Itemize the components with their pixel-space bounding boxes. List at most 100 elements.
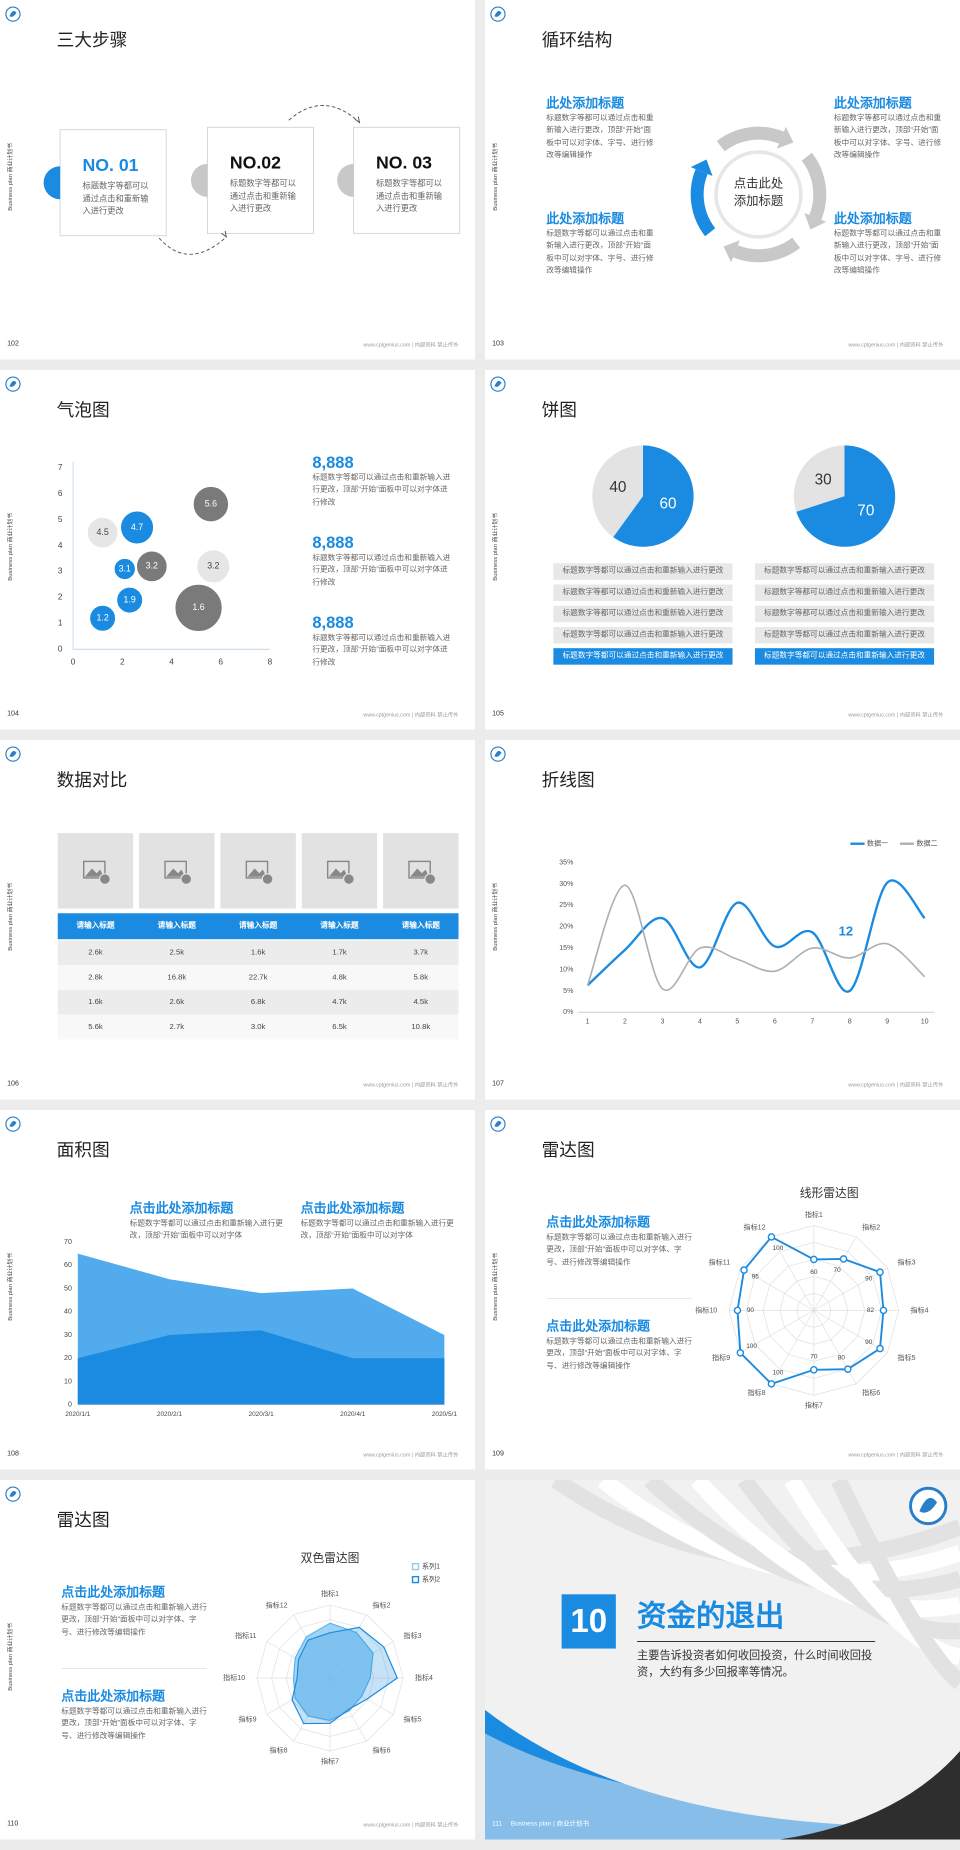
logo-mark: [9, 750, 17, 757]
table-cell: 3.0k: [250, 1022, 266, 1032]
radar-axis-label: 指标3: [404, 1631, 422, 1640]
radar-spoke: [771, 1310, 815, 1385]
data-label: 3.2: [207, 561, 219, 571]
text-row: 标题数字等都可以通过点击和重新输入进行更改: [553, 626, 733, 644]
y-tick-label: 5%: [563, 988, 574, 995]
y-tick-label: 0%: [563, 1009, 574, 1016]
data-label: 1.2: [96, 613, 108, 623]
radar-axis-label: 指标9: [712, 1353, 730, 1362]
logo-mark: [9, 1120, 17, 1127]
data-label: 4.5: [96, 527, 108, 537]
pie-slice: [793, 445, 845, 512]
x-tick-label: 6: [218, 657, 223, 666]
radar-point: [736, 1349, 745, 1357]
header-cell: 请输入标题: [238, 921, 278, 930]
footer-text: www.cptgenius.com | 内部资料 禁止传外: [848, 1451, 944, 1458]
text-row: 标题数字等都可以通过点击和重新输入进行更改: [754, 626, 935, 644]
bubble: [192, 485, 230, 523]
image-placeholder: [301, 833, 378, 909]
step-label: NO. 03: [376, 153, 433, 174]
section-title: 资金的退出: [637, 1600, 785, 1634]
footer-text: www.cptgenius.com | 内部资料 禁止传外: [363, 1821, 459, 1828]
table-cell: 4.7k: [332, 998, 347, 1007]
text-row: 标题数字等都可以通过点击和重新输入进行更改: [754, 648, 935, 665]
image-icon: [99, 873, 111, 885]
step-box: [59, 129, 167, 237]
data-label: 30: [815, 472, 832, 489]
radar-spoke: [813, 1236, 857, 1311]
image-icon: [410, 868, 430, 877]
cycle-arc: [716, 126, 784, 152]
logo-mark: [494, 1120, 502, 1127]
x-tick-label: 4: [169, 657, 174, 666]
radar-point: [767, 1380, 776, 1388]
radar-axis-label: 指标7: [805, 1401, 823, 1410]
data-label: 100: [773, 1245, 784, 1252]
x-tick-label: 2020/5/1: [432, 1411, 458, 1418]
data-label: 100: [746, 1343, 757, 1350]
logo-mark: [9, 10, 17, 17]
radar-point: [876, 1268, 884, 1276]
y-tick-label: 10: [64, 1378, 72, 1385]
bubble: [174, 583, 223, 632]
x-tick-label: 7: [810, 1019, 814, 1026]
logo-mark: [494, 380, 502, 387]
bubble: [89, 604, 117, 632]
slide-title: 数据对比: [56, 770, 128, 791]
step-marker: [190, 163, 208, 197]
chart-title: 双色雷达图: [301, 1551, 360, 1565]
radar-axis-label: 指标4: [415, 1673, 433, 1682]
table-row: [57, 940, 459, 966]
data-label: 1.6: [192, 602, 204, 612]
step-marker: [337, 163, 354, 197]
header-cell: 请输入标题: [76, 921, 115, 930]
x-tick-label: 9: [885, 1019, 889, 1026]
logo-mark: [494, 750, 502, 757]
radar-axis-label: 指标11: [709, 1258, 731, 1267]
image-icon: [328, 868, 348, 877]
stat-value: 8,888: [312, 612, 354, 632]
footer-text: www.cptgenius.com | 内部资料 禁止传外: [848, 341, 944, 348]
cover-swoosh: [691, 1480, 960, 1617]
radar-spoke: [740, 1310, 815, 1354]
table-cell: 6.5k: [332, 1022, 347, 1032]
cycle-arrowhead: [777, 126, 794, 149]
slide-title: 雷达图: [56, 1510, 110, 1531]
radar-series: [292, 1622, 374, 1722]
cycle-arrowhead: [804, 213, 827, 230]
radar-point: [879, 1306, 888, 1315]
data-label: 4.7: [131, 522, 143, 532]
y-tick-label: 1: [58, 619, 63, 628]
radar-axis-label: 指标5: [404, 1715, 422, 1724]
table-cell: 5.8k: [413, 973, 429, 982]
paragraph: 标题数字等都可以通过点击和重新输入进行更改，顶部“开始”面板中可以对字体、字号、…: [546, 114, 654, 160]
table-cell: 22.7k: [248, 973, 268, 982]
cycle-center-text: 点击此处添加标题: [733, 176, 784, 209]
data-label: 100: [773, 1369, 784, 1376]
radar-point: [740, 1266, 748, 1274]
y-tick-label: 10%: [559, 966, 574, 973]
slide-title: 雷达图: [541, 1140, 595, 1161]
cover-wave-white: [485, 1733, 960, 1840]
y-tick-label: 6: [58, 489, 63, 498]
radar-axis-label: 指标4: [911, 1305, 929, 1314]
radar-axis-label: 指标12: [744, 1223, 766, 1232]
paragraph: 标题数字等都可以通过点击和重新输入进行更改，顶部“开始”面板中可以对字体: [300, 1219, 454, 1241]
section-text: 主要告诉投资者如何收回投资，什么时间收回投资，大约有多少回报率等情况。: [637, 1649, 873, 1680]
table-cell: 4.5k: [413, 998, 429, 1007]
header-cell: 请输入标题: [320, 921, 359, 930]
radar-series: [291, 1626, 399, 1725]
slide-title: 气泡图: [56, 400, 110, 421]
slide: Business plan 商业计划书 106 www.cptgenius.com …: [0, 740, 476, 1100]
table-cell: 2.8k: [88, 973, 103, 982]
y-tick-label: 60: [64, 1262, 72, 1269]
x-tick-label: 8: [268, 657, 273, 666]
table-cell: 2.7k: [169, 1022, 185, 1032]
footer-text: www.cptgenius.com | 内部资料 禁止传外: [363, 1451, 459, 1458]
x-tick-label: 2: [120, 657, 125, 666]
table-cell: 2.5k: [169, 948, 185, 957]
heading: 点击此处添加标题: [61, 1689, 166, 1704]
text-row: 标题数字等都可以通过点击和重新输入进行更改: [553, 584, 733, 602]
text-row: 标题数字等都可以通过点击和重新输入进行更改: [754, 563, 935, 580]
